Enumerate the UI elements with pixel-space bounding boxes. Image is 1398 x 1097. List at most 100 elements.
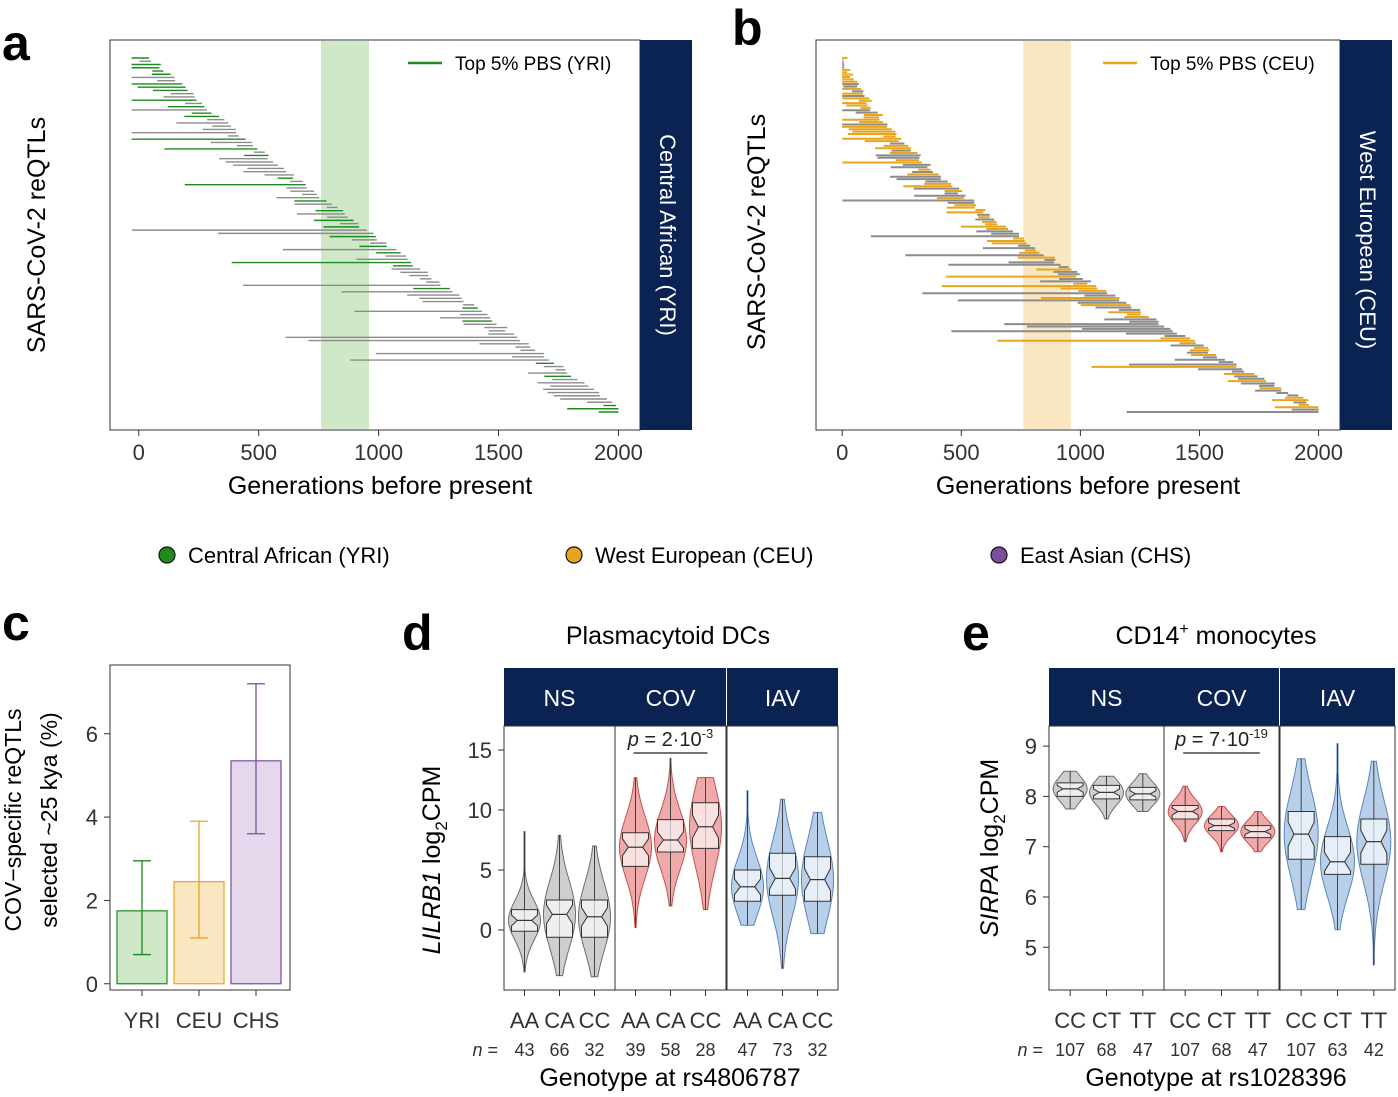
x-tick-label-4: 2000 bbox=[1294, 440, 1343, 465]
n-value-cov-cc: 107 bbox=[1170, 1040, 1200, 1060]
x-tick-label-2: 1000 bbox=[1056, 440, 1105, 465]
genotype-label-ns-ca: CA bbox=[544, 1008, 575, 1033]
x-tick-label-chs: CHS bbox=[233, 1008, 279, 1033]
genotype-label-iav-ca: CA bbox=[767, 1008, 798, 1033]
box-iav-ct bbox=[1324, 836, 1351, 875]
x-tick-label-yri: YRI bbox=[124, 1008, 161, 1033]
genotype-label-iav-cc: CC bbox=[1285, 1008, 1317, 1033]
y-tick-label-3: 8 bbox=[1025, 784, 1037, 809]
n-value-ns-tt: 47 bbox=[1133, 1040, 1153, 1060]
panel-b-strip-label: West European (CEU) bbox=[1355, 131, 1380, 349]
panel-a-letter: a bbox=[2, 15, 31, 71]
panel-a: a Central African (YRI) Top 5% PBS (YRI)… bbox=[2, 15, 692, 500]
panel-a-strip bbox=[640, 40, 692, 430]
panel-d-letter: d bbox=[402, 605, 433, 661]
y-tick-label-3: 6 bbox=[86, 722, 98, 747]
panel-c-letter: c bbox=[2, 595, 30, 651]
panel-b-plot-area bbox=[815, 39, 1341, 431]
n-prefix-equals: = bbox=[1027, 1040, 1043, 1060]
n-value-cov-tt: 47 bbox=[1248, 1040, 1268, 1060]
x-tick-label-3: 1500 bbox=[474, 440, 523, 465]
panel-a-strip-label: Central African (YRI) bbox=[655, 134, 680, 336]
genotype-label-iav-ct: CT bbox=[1323, 1008, 1352, 1033]
x-tick-label-3: 1500 bbox=[1175, 440, 1224, 465]
panel-e-title: CD14+ monocytes bbox=[1115, 621, 1316, 650]
panel-b-x-label: Generations before present bbox=[936, 472, 1240, 500]
pvalue-p: p bbox=[1174, 729, 1186, 751]
legend-label-chs: East Asian (CHS) bbox=[1020, 543, 1191, 568]
genotype-label-cov-tt: TT bbox=[1244, 1008, 1271, 1033]
panel-d-y-rest: log bbox=[418, 831, 446, 871]
genotype-label-ns-cc: CC bbox=[579, 1008, 611, 1033]
genotype-label-iav-tt: TT bbox=[1360, 1008, 1387, 1033]
y-tick-label-1: 6 bbox=[1025, 885, 1037, 910]
panel-e: e CD14+ monocytes NSCC107CT68TT47COVCC10… bbox=[962, 605, 1396, 1092]
box-cov-cc bbox=[1171, 804, 1199, 820]
facet-label-ns: NS bbox=[1091, 685, 1123, 711]
n-value-iav-cc: 32 bbox=[807, 1040, 827, 1060]
n-value-cov-aa: 39 bbox=[625, 1040, 645, 1060]
panel-d-violins: NS AA 43 CA 66 CC 32 COV AA 39 CA 58 CC 28 IAV AA 47 CA 73… bbox=[468, 668, 839, 1060]
box-ns-cc bbox=[1056, 782, 1084, 797]
panel-a-x-ticks: 0 500 1000 1500 2000 bbox=[133, 430, 643, 465]
population-legend: Central African (YRI) West European (CEU… bbox=[158, 543, 1191, 568]
legend-label-ceu: West European (CEU) bbox=[595, 543, 813, 568]
genotype-label-cov-aa: AA bbox=[621, 1008, 651, 1033]
n-value-iav-ca: 73 bbox=[772, 1040, 792, 1060]
n-prefix: n = bbox=[472, 1040, 498, 1060]
genotype-label-cov-ct: CT bbox=[1207, 1008, 1236, 1033]
panel-e-title-main: CD14 bbox=[1115, 622, 1179, 650]
legend-dot-ceu bbox=[565, 546, 583, 564]
panel-e-y-sub: 2 bbox=[990, 814, 1009, 823]
box-cov-ct bbox=[1208, 818, 1235, 832]
facet-label-ns: NS bbox=[544, 685, 576, 711]
panel-d-x-label: Genotype at rs4806787 bbox=[539, 1064, 800, 1092]
panel-d-y-label: LILRB1 log2CPM bbox=[418, 766, 451, 955]
y-tick-label-0: 5 bbox=[1025, 935, 1037, 960]
x-tick-label-1: 500 bbox=[240, 440, 277, 465]
legend-label-yri: Central African (YRI) bbox=[188, 543, 390, 568]
y-tick-label-0: 0 bbox=[480, 918, 492, 943]
box-iav-aa bbox=[734, 869, 761, 902]
n-value-iav-ct: 63 bbox=[1327, 1040, 1347, 1060]
y-tick-label-0: 0 bbox=[86, 972, 98, 997]
y-tick-label-3: 15 bbox=[468, 738, 492, 763]
panel-e-title-end: monocytes bbox=[1189, 622, 1317, 650]
facet-strip-cov bbox=[615, 668, 726, 726]
panel-d-y-end: CPM bbox=[418, 766, 446, 822]
panel-b-legend-label: Top 5% PBS (CEU) bbox=[1150, 54, 1315, 75]
panel-c: c 0 2 4 6 YRI CEU CHS COV−specific reQTLs sele… bbox=[0, 595, 291, 1033]
genotype-label-ns-cc: CC bbox=[1054, 1008, 1086, 1033]
panel-d: d Plasmacytoid DCs NS AA 43 CA 66 CC 32 COV AA 39… bbox=[402, 605, 839, 1092]
panel-c-y-label-line2: selected ~25 kya (%) bbox=[36, 712, 62, 927]
pvalue-exponent: -19 bbox=[1249, 726, 1268, 741]
box-cov-ca bbox=[657, 819, 684, 853]
pvalue-label: p = 7·10-19 bbox=[1174, 726, 1268, 751]
facet-label-iav: IAV bbox=[765, 685, 801, 711]
panel-b-x-ticks: 0 500 1000 1500 2000 bbox=[836, 430, 1343, 465]
n-value-cov-cc: 28 bbox=[695, 1040, 715, 1060]
panel-e-title-sup: + bbox=[1179, 621, 1188, 638]
box-ns-ca bbox=[546, 899, 573, 938]
x-tick-label-2: 1000 bbox=[354, 440, 403, 465]
facet-panel-cov bbox=[1163, 725, 1280, 991]
legend-dot-yri bbox=[158, 546, 176, 564]
panel-e-letter: e bbox=[962, 605, 990, 661]
n-value-ns-ct: 68 bbox=[1096, 1040, 1116, 1060]
panel-a-plot-area bbox=[109, 39, 641, 431]
n-value-ns-cc: 107 bbox=[1055, 1040, 1085, 1060]
panel-e-y-rest: log bbox=[976, 824, 1004, 864]
panel-d-y-gene: LILRB1 bbox=[418, 871, 446, 954]
box-cov-aa bbox=[622, 832, 649, 867]
n-value-ns-cc: 32 bbox=[584, 1040, 604, 1060]
genotype-label-cov-cc: CC bbox=[1169, 1008, 1201, 1033]
pvalue-exponent: -3 bbox=[702, 726, 714, 741]
panel-a-y-label: SARS-CoV-2 reQTLs bbox=[23, 117, 51, 353]
panel-d-title: Plasmacytoid DCs bbox=[566, 622, 770, 650]
panel-a-legend-label: Top 5% PBS (YRI) bbox=[455, 54, 611, 75]
panel-b-highlight-band bbox=[1023, 41, 1071, 429]
x-tick-label-1: 500 bbox=[943, 440, 980, 465]
box-iav-cc bbox=[1287, 810, 1315, 860]
panel-c-ticks: 0 2 4 6 YRI CEU CHS bbox=[86, 722, 279, 1033]
box-ns-cc bbox=[581, 899, 608, 938]
